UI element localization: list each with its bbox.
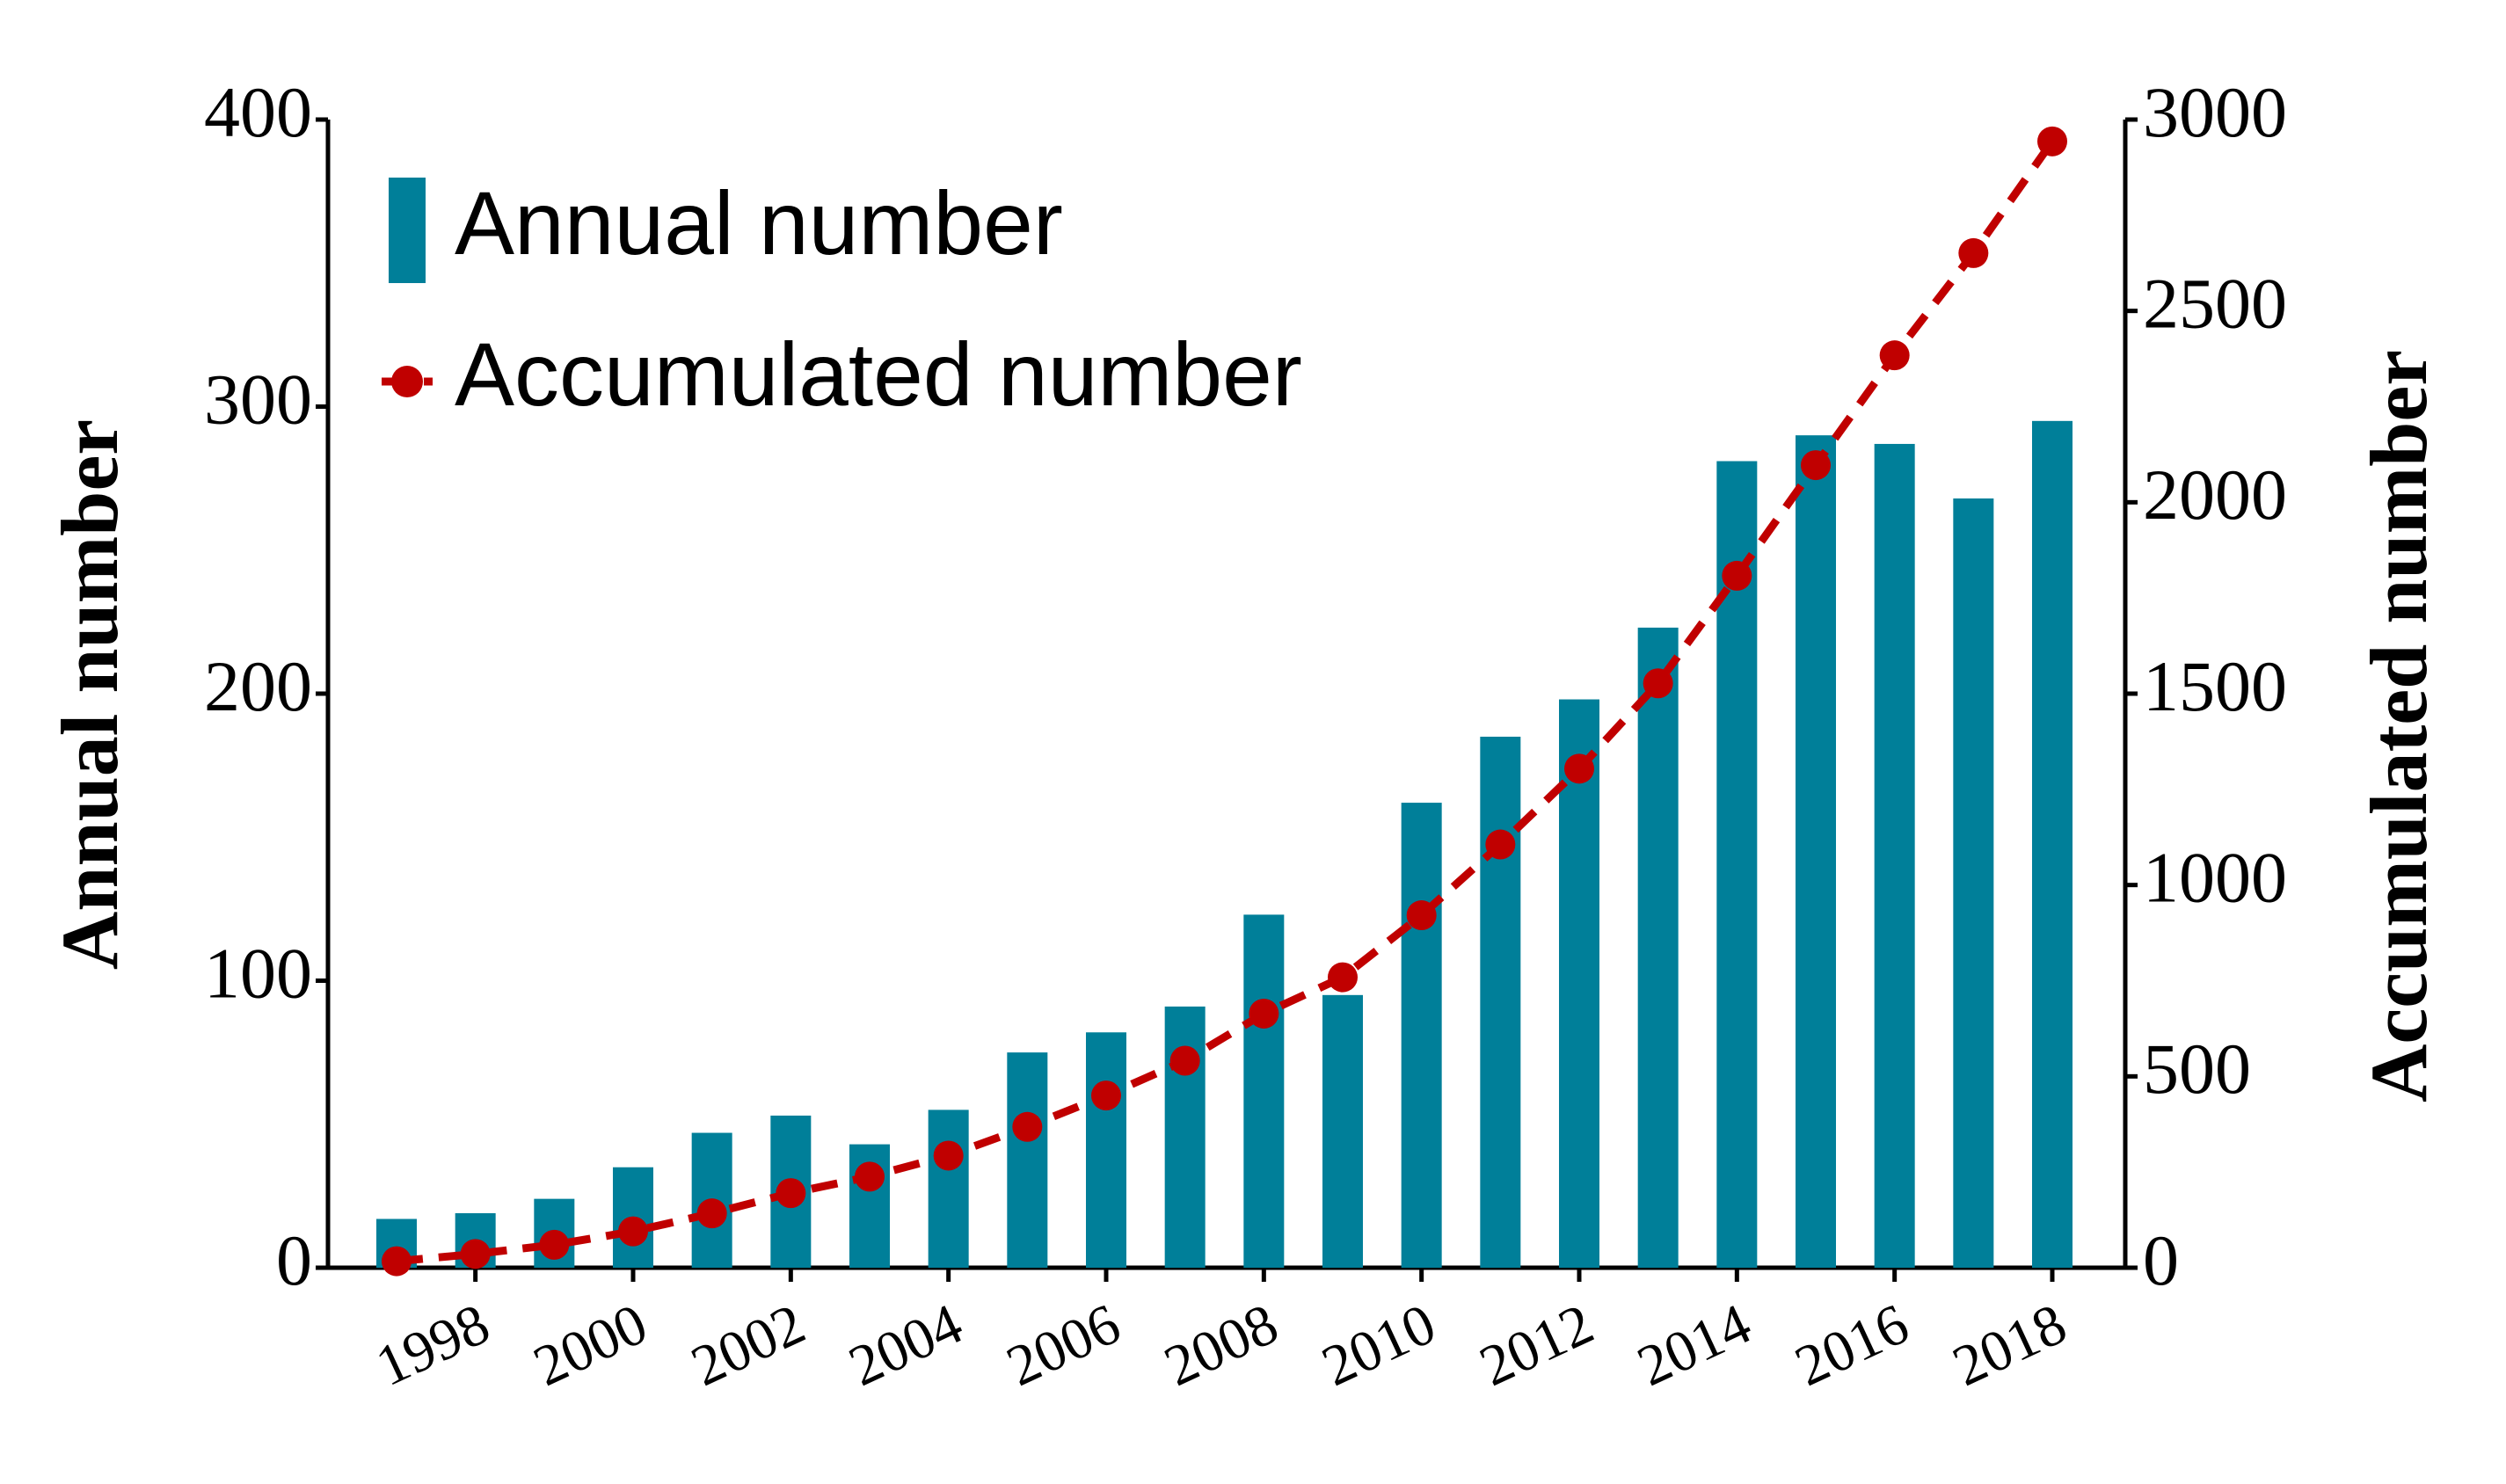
bar [1953,498,1994,1268]
line [396,139,2056,1266]
bar [1086,1032,1126,1268]
y2-tick-label: 1500 [2143,646,2287,726]
point [2037,126,2067,156]
legend-label: Accumulated number [455,324,1302,425]
y-tick-label: 200 [204,646,312,726]
point [696,1198,727,1229]
point [1169,1045,1200,1076]
y-axis-title: Annual number [45,419,135,970]
y-tick-label: 100 [204,933,312,1013]
bar [1164,1006,1206,1268]
x-tick-label: 2000 [524,1291,656,1399]
point [855,1161,885,1192]
x-tick-label: 2008 [1155,1291,1287,1399]
x-tick-label: 2002 [682,1291,814,1399]
x-tick-label: 2006 [997,1291,1129,1399]
point [618,1216,648,1247]
y2-tick-label: 3000 [2143,72,2287,152]
y-tick-label: 300 [204,359,312,439]
point [1958,237,1989,268]
point [382,1246,412,1277]
bar [1401,803,1442,1268]
legend-marker [389,178,426,283]
point [1012,1111,1043,1142]
bar [1480,736,1521,1268]
point [1328,962,1358,993]
bar [1007,1052,1048,1268]
y-tick-label: 0 [276,1220,312,1300]
point [1722,560,1752,591]
y-tick-label: 400 [204,72,312,152]
y2-tick-label: 2500 [2143,263,2287,343]
bar [1796,435,1836,1268]
legend-label: Annual number [455,173,1063,273]
bar [928,1109,969,1268]
point [460,1239,491,1269]
point [1801,450,1831,481]
point [1879,340,1910,371]
x-tick-label: 2014 [1628,1291,1760,1399]
bar [2032,420,2073,1268]
y2-tick-label: 500 [2143,1029,2251,1109]
bar [1243,914,1285,1268]
bar [1874,443,1915,1268]
point [1564,753,1594,784]
y2-tick-label: 2000 [2143,455,2287,535]
point [933,1140,964,1171]
y2-tick-label: 0 [2143,1220,2179,1300]
x-tick-label: 1998 [367,1291,499,1399]
bar [1637,627,1679,1268]
bar [1322,994,1363,1268]
point [1485,829,1516,860]
point [1091,1080,1121,1111]
y2-axis-title: Accumulated number [2354,350,2444,1102]
point [1249,998,1279,1029]
x-tick-label: 2018 [1943,1291,2075,1399]
bar [1559,699,1599,1268]
y2-tick-label: 1000 [2143,837,2287,917]
point [776,1178,806,1209]
x-tick-label: 2010 [1313,1291,1445,1399]
point [1406,900,1437,931]
legend-marker [391,366,423,397]
x-tick-label: 2012 [1470,1291,1602,1399]
x-tick-label: 2016 [1786,1291,1918,1399]
point [1643,668,1673,699]
x-tick-label: 2004 [840,1291,972,1399]
point [539,1229,570,1260]
